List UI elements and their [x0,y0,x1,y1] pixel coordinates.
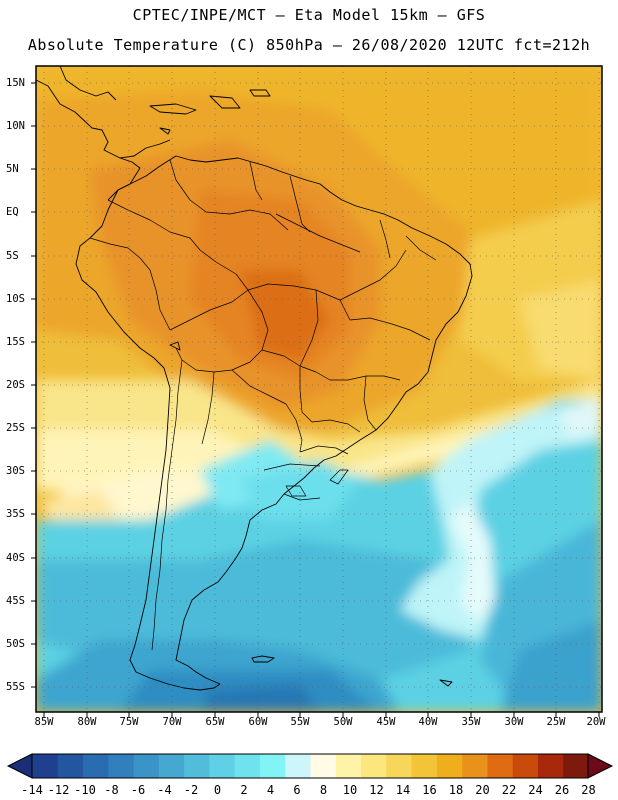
lat-label-5s: 5S [6,250,19,262]
lat-label-10n: 10N [6,120,25,132]
lat-label-20s: 20S [6,379,25,391]
colorbar-swatch [537,754,564,778]
lat-label-15s: 15S [6,336,25,348]
colorbar-swatch [107,754,134,778]
colorbar-label: -8 [104,783,119,797]
temperature-field [36,66,602,712]
lon-label-45w: 45W [376,716,396,728]
colorbar-swatch [82,754,109,778]
coastlines [35,65,473,691]
lon-label-55w: 55W [290,716,310,728]
color-scale-bar [6,753,614,779]
colorbar-swatch [486,754,513,778]
lat-label-25s: 25S [6,422,25,434]
colorbar-label: 4 [266,783,275,797]
axis-ticks [31,82,600,717]
lon-label-35w: 35W [461,716,481,728]
colorbar-swatch [32,754,58,778]
colorbar-label: -14 [21,783,43,797]
colorbar-label: 20 [475,783,490,797]
colorbar-swatch [461,754,488,778]
colorbar-label: 24 [528,783,543,797]
lat-label-30s: 30S [6,465,25,477]
lon-label-85w: 85W [34,716,54,728]
colorbar-swatch [360,754,387,778]
colorbar-swatch [562,754,589,778]
lon-label-65w: 65W [205,716,225,728]
colorbar-label: -4 [157,783,172,797]
lat-label-10s: 10S [6,293,25,305]
colorbar-label: 22 [501,783,517,797]
lat-label-15n: 15N [6,77,25,89]
lat-label-50s: 50S [6,638,25,650]
lon-label-20w: 20W [586,716,606,728]
lat-label-45s: 45S [6,595,25,607]
colorbar-swatch [57,754,84,778]
colorbar-label: 28 [581,783,596,797]
colorbar-swatch [234,754,260,778]
colorbar-label: 2 [240,783,248,797]
colorbar-label: 26 [554,783,570,797]
lat-label-40s: 40S [6,552,25,564]
lon-label-60w: 60W [248,716,268,728]
colorbar-label: 16 [422,783,437,797]
map-title-line-2: Absolute Temperature (C) 850hPa – 26/08/… [27,36,591,54]
colorbar-swatch [310,754,336,778]
colorbar-label: 0 [213,783,222,797]
colorbar-right-arrow [587,753,614,779]
lon-label-70w: 70W [162,716,182,728]
colorbar-label: 10 [342,783,358,797]
colorbar-swatch [284,754,311,778]
lat-label-35s: 35S [6,508,25,520]
lon-label-50w: 50W [333,716,353,728]
colorbar-swatch [335,754,362,778]
lon-label-40w: 40W [418,716,438,728]
colorbar-label: -6 [130,783,146,797]
lat-label-55s: 55S [6,681,25,693]
colorbar-swatch [158,754,185,778]
lat-label-eq: EQ [6,206,19,218]
colorbar-swatch [133,754,159,778]
colorbar-label: -12 [47,783,70,797]
lon-label-80w: 80W [77,716,97,728]
lat-label-5n: 5N [6,163,19,175]
colorbar-swatch [259,754,286,778]
map-frame [35,65,603,713]
colorbar-label: 18 [448,783,464,797]
colorbar-label: 8 [319,783,328,797]
colorbar-label: 14 [395,783,411,797]
colorbar-swatch [385,754,412,778]
colorbar-outline [31,753,589,779]
colorbar-swatch [183,754,210,778]
colorbar-left-arrow [6,753,33,779]
lon-label-25w: 25W [546,716,566,728]
colorbar-label: -10 [74,783,96,797]
colorbar-swatch [208,754,235,778]
colorbar-label: 12 [369,783,384,797]
colorbar-label: -2 [183,783,199,797]
graticule [36,66,602,712]
colorbar-label: 6 [293,783,301,797]
lon-label-75w: 75W [119,716,139,728]
colorbar-swatch [411,754,437,778]
colorbar-swatch [512,754,538,778]
colorbar-swatch [436,754,463,778]
lon-label-30w: 30W [504,716,524,728]
map-title-line-1: CPTEC/INPE/MCT – Eta Model 15km – GFS [132,6,486,24]
